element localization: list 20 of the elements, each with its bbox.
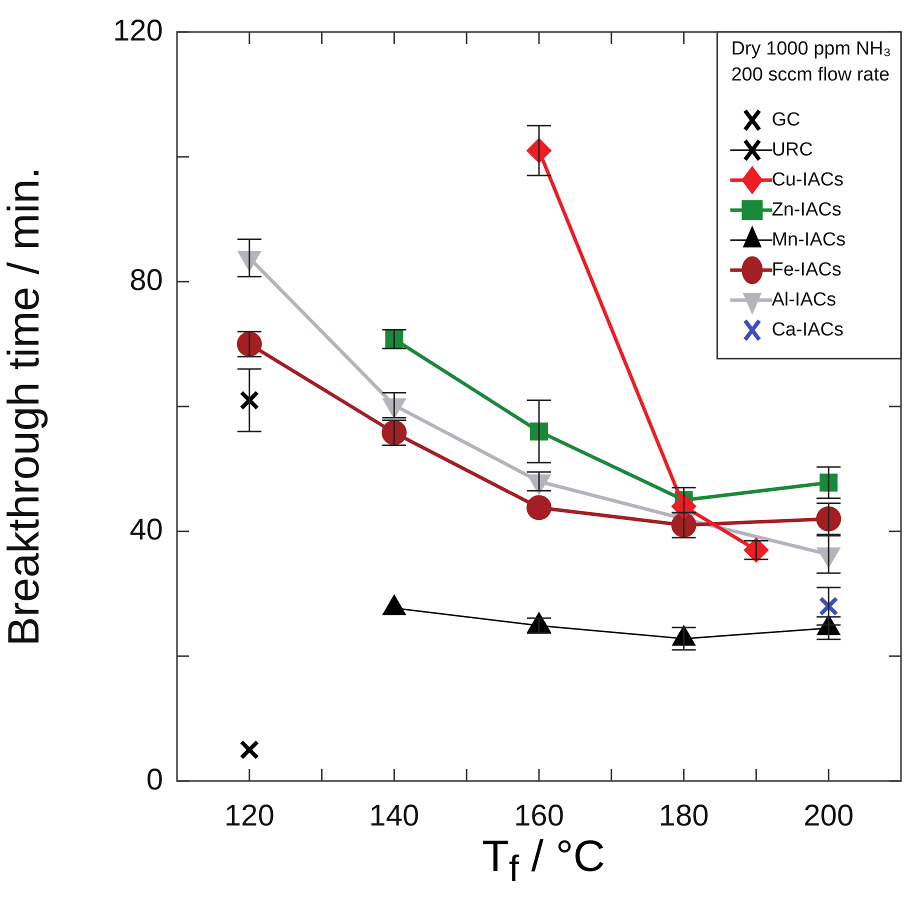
x-tick-label: 140 <box>369 799 420 832</box>
x-tick-label: 200 <box>804 799 854 832</box>
y-tick-label: 40 <box>130 514 163 547</box>
legend-label: URC <box>772 139 813 160</box>
legend-title: Dry 1000 ppm NH₃ 200 sccm flow rate <box>731 38 892 86</box>
y-tick-label: 80 <box>130 264 163 297</box>
legend-label: Mn-IACs <box>772 229 846 250</box>
legend-label: Zn-IACs <box>772 199 842 220</box>
legend-label: Fe-IACs <box>772 259 842 280</box>
x-tick-label: 180 <box>658 799 709 832</box>
legend-label: Al-IACs <box>772 289 836 310</box>
x-tick-label: 120 <box>224 799 274 832</box>
y-tick-label: 120 <box>112 14 163 48</box>
legend-label: Cu-IACs <box>772 169 844 190</box>
x-axis-title: T$_{f}$ / °C <box>480 832 606 891</box>
legend-label: Ca-IACs <box>772 319 844 340</box>
y-tick-label: 0 <box>146 763 163 796</box>
legend-label: GC <box>772 109 800 130</box>
x-tick-label: 160 <box>514 799 564 832</box>
y-axis-title: Breakthrough time / min. <box>0 166 49 646</box>
